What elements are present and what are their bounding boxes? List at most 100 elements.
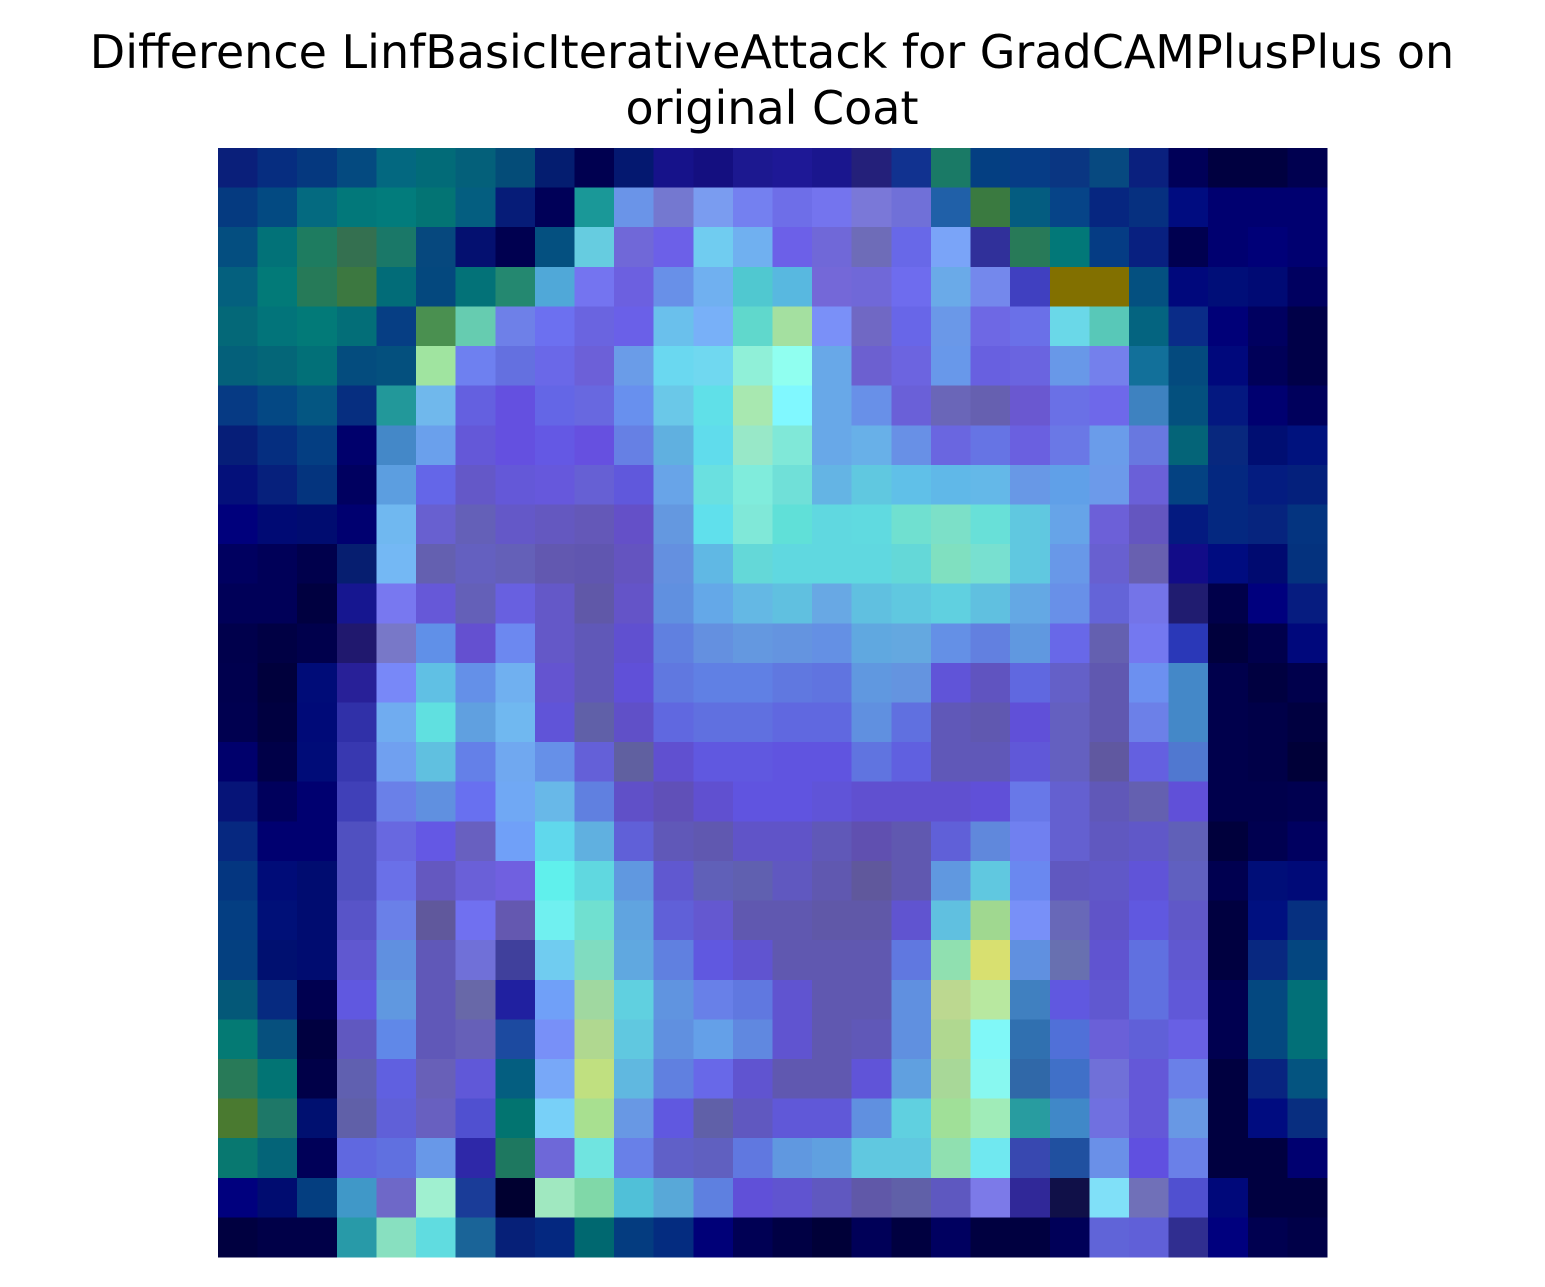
pixel — [1089, 821, 1130, 862]
pixel — [495, 623, 536, 664]
pixel — [614, 1058, 655, 1100]
pixel — [257, 227, 298, 268]
pixel — [930, 346, 972, 387]
pixel — [495, 940, 536, 981]
pixel — [693, 940, 734, 981]
pixel — [534, 464, 575, 505]
pixel — [812, 464, 853, 505]
pixel — [1287, 346, 1328, 387]
pixel — [614, 148, 655, 189]
pixel — [1049, 306, 1090, 347]
pixel — [693, 227, 734, 268]
pixel — [653, 346, 694, 387]
pixel — [772, 306, 813, 347]
pixel — [376, 1098, 417, 1139]
pixel — [1128, 504, 1170, 545]
pixel — [218, 148, 259, 189]
pixel — [574, 504, 615, 545]
pixel — [614, 900, 655, 941]
pixel — [732, 781, 773, 822]
pixel — [772, 148, 813, 189]
pixel — [970, 742, 1011, 783]
pixel — [653, 504, 694, 545]
pixel — [1247, 1138, 1288, 1179]
pixel — [534, 1217, 575, 1258]
pixel — [1128, 1217, 1170, 1258]
pixel — [1128, 623, 1170, 664]
pixel — [495, 266, 536, 307]
pixel — [1168, 1217, 1209, 1258]
pixel — [336, 860, 377, 902]
pixel — [297, 623, 338, 664]
pixel — [297, 266, 338, 307]
pixel — [930, 900, 972, 941]
pixel — [455, 979, 496, 1020]
pixel — [930, 583, 972, 624]
pixel — [970, 860, 1011, 902]
pixel — [653, 148, 694, 189]
pixel — [416, 504, 457, 545]
pixel — [614, 385, 655, 426]
pixel — [218, 1138, 259, 1179]
pixel — [416, 464, 457, 505]
pixel — [376, 187, 417, 228]
pixel — [1247, 583, 1288, 624]
pixel — [930, 1019, 972, 1060]
pixel — [297, 1217, 338, 1258]
pixel — [772, 742, 813, 783]
pixel — [1287, 1217, 1328, 1258]
pixel — [930, 385, 972, 426]
pixel — [336, 1058, 377, 1100]
pixel — [1010, 900, 1051, 941]
pixel — [574, 900, 615, 941]
pixel — [1089, 464, 1130, 505]
pixel — [1168, 742, 1209, 783]
pixel — [772, 662, 813, 703]
pixel — [891, 742, 932, 783]
pixel — [416, 187, 457, 228]
pixel — [495, 148, 536, 189]
pixel — [970, 623, 1011, 664]
pixel — [297, 346, 338, 387]
pixel — [1287, 979, 1328, 1020]
pixel — [1089, 1138, 1130, 1179]
pixel — [495, 662, 536, 703]
pixel — [1128, 583, 1170, 624]
pixel — [257, 385, 298, 426]
pixel — [257, 1217, 298, 1258]
pixel — [891, 1138, 932, 1179]
pixel — [970, 1098, 1011, 1139]
pixel — [336, 148, 377, 189]
pixel — [653, 227, 694, 268]
pixel — [1128, 346, 1170, 387]
pixel — [614, 623, 655, 664]
pixel — [218, 1217, 259, 1258]
pixel — [930, 504, 972, 545]
pixel — [1287, 1058, 1328, 1100]
pixel — [1168, 1177, 1209, 1218]
pixel — [336, 1019, 377, 1060]
pixel — [1010, 940, 1051, 981]
pixel — [970, 940, 1011, 981]
pixel — [416, 1098, 457, 1139]
pixel — [1128, 544, 1170, 585]
pixel — [534, 385, 575, 426]
pixel — [653, 821, 694, 862]
pixel — [455, 227, 496, 268]
pixel — [1168, 583, 1209, 624]
pixel — [930, 1058, 972, 1100]
pixel — [574, 385, 615, 426]
pixel — [574, 742, 615, 783]
pixel — [455, 1138, 496, 1179]
pixel — [218, 346, 259, 387]
pixel — [772, 346, 813, 387]
pixel — [336, 544, 377, 585]
pixel — [1208, 385, 1249, 426]
pixel — [1089, 702, 1130, 743]
pixel — [297, 187, 338, 228]
pixel — [693, 979, 734, 1020]
pixel — [732, 900, 773, 941]
pixel — [495, 1217, 536, 1258]
pixel — [1168, 544, 1209, 585]
pixel — [416, 662, 457, 703]
